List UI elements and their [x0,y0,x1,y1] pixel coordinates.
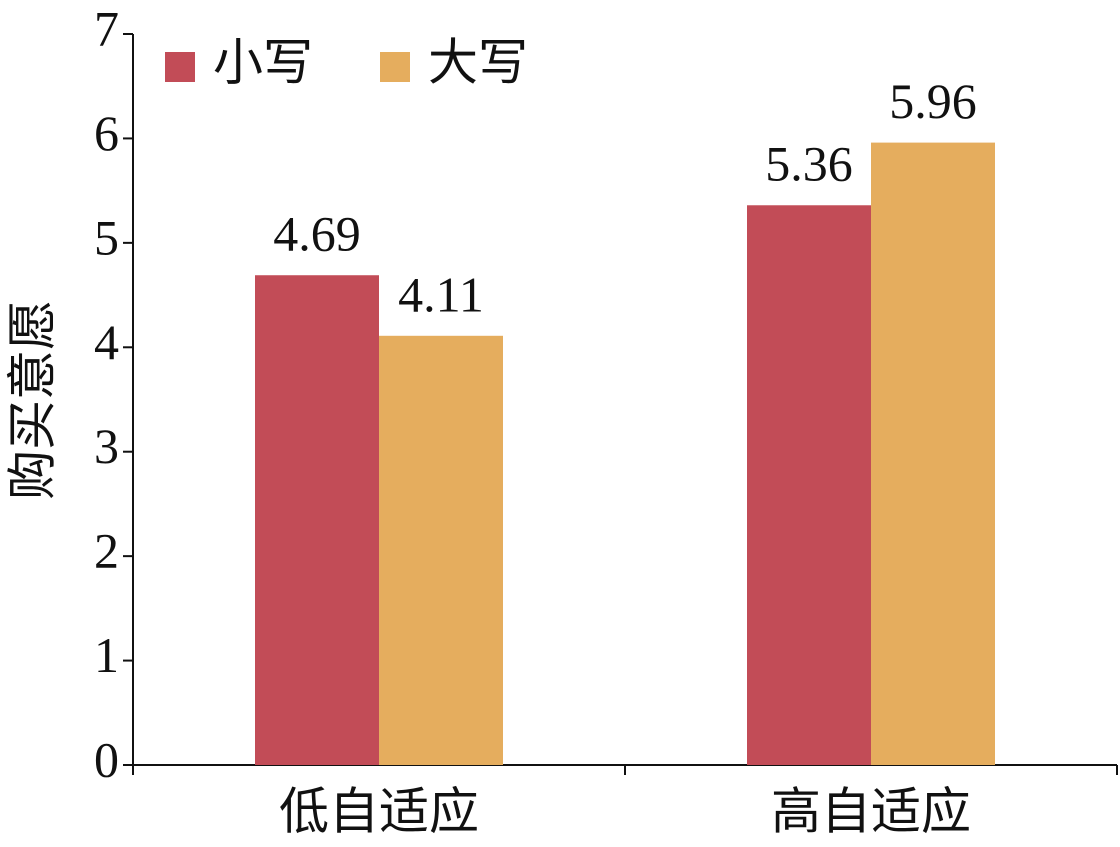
y-tick-label: 4 [94,314,119,370]
value-label: 4.11 [398,266,484,322]
y-tick-label: 3 [94,418,119,474]
y-tick-label: 7 [94,0,119,56]
bar [255,275,379,765]
value-label: 4.69 [273,206,361,262]
bar [379,335,503,765]
x-tick-label: 低自适应 [279,783,479,839]
y-tick-label: 2 [94,523,119,579]
y-tick-label: 0 [94,731,119,787]
bar [747,205,871,765]
bar [871,142,995,765]
y-tick-label: 1 [94,627,119,683]
x-tick-label: 高自适应 [771,783,971,839]
y-tick-label: 5 [94,209,119,265]
value-label: 5.36 [765,136,853,192]
legend-swatch [380,52,410,82]
y-tick-label: 6 [94,105,119,161]
legend-label: 大写 [428,34,528,90]
legend-label: 小写 [213,34,313,90]
value-label: 5.96 [889,73,977,129]
y-axis-label: 购买意愿 [4,300,60,500]
legend-swatch [165,52,195,82]
